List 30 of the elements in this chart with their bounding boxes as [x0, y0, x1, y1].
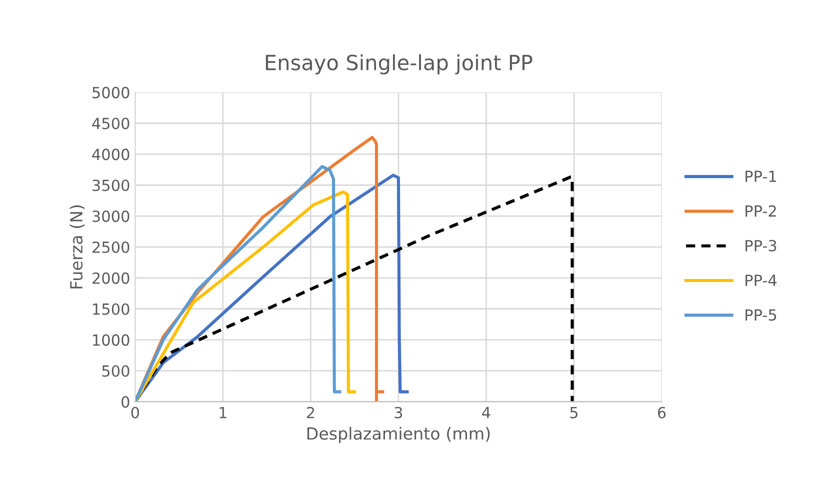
y-tick-label: 4500 [92, 118, 130, 130]
y-tick-label: 5000 [92, 86, 130, 98]
y-tick-label: 3000 [92, 210, 130, 222]
y-tick-label: 500 [102, 365, 130, 377]
line-series [135, 190, 356, 402]
x-axis-title: Desplazamiento (mm) [307, 426, 490, 444]
line-series [135, 176, 574, 402]
legend-label: PP-1 [746, 170, 776, 182]
x-tick-label: 2 [306, 406, 314, 418]
y-tick-label: 1000 [93, 334, 130, 346]
x-tick-label: 1 [220, 407, 226, 418]
y-tick-label: 2500 [92, 241, 130, 254]
y-tick-label: 2000 [92, 272, 130, 284]
legend-label: PP-4 [746, 274, 777, 286]
line-series [135, 174, 409, 402]
x-tick-label: 3 [394, 406, 402, 418]
x-tick-label: 5 [570, 407, 578, 418]
y-axis-title: Fuerza (N) [70, 205, 85, 288]
legend-label: PP-3 [746, 240, 776, 252]
x-tick-label: 4 [482, 407, 490, 418]
y-tick-label: 4000 [92, 148, 130, 160]
y-tick-label: 3500 [92, 180, 130, 192]
x-tick-label: 0 [131, 406, 139, 418]
x-tick-label: 6 [658, 406, 666, 418]
y-tick-label: 0 [122, 396, 130, 408]
legend-label: PP-5 [746, 309, 776, 321]
legend-label: PP-2 [746, 205, 776, 217]
y-tick-label: 1500 [93, 303, 130, 315]
line-series [135, 165, 342, 402]
chart-title: Ensayo Single-lap joint PP [266, 54, 532, 74]
